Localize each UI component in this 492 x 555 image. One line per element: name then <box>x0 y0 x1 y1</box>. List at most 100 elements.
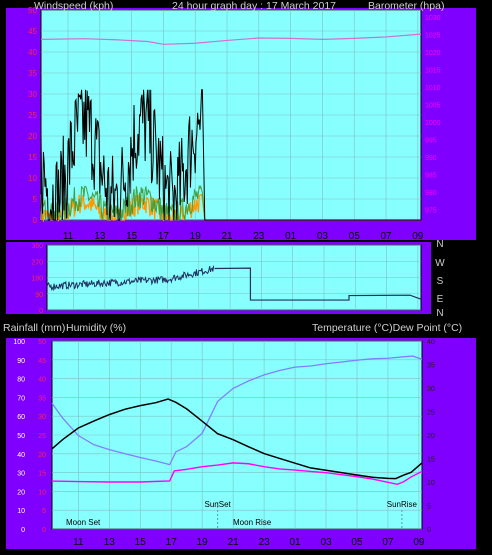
windspeed-tick-label: 20 <box>28 132 37 141</box>
temperature-x-tick-label: 21 <box>228 537 240 548</box>
humidity-tick-label: 10 <box>17 508 25 515</box>
sunset-label: SunSet <box>205 500 232 509</box>
humidity-tick-label: 100 <box>13 339 25 346</box>
rainfall-tick-label: 5 <box>42 508 46 515</box>
barometer-line <box>40 33 422 45</box>
compass-label-n: N <box>436 239 443 250</box>
temperature-tick-label: 5 <box>427 504 431 511</box>
wind-x-tick-label: 13 <box>94 231 106 242</box>
humidity-axis-ticks: 0 10 20 30 40 50 60 70 80 90 100 <box>13 339 25 534</box>
rainfall-tick-label: 50 <box>38 339 46 346</box>
temperature-axis-ticks: 0 5 10 15 20 25 30 35 40 <box>427 339 435 534</box>
humidity-tick-label: 0 <box>21 527 25 534</box>
humidity-tick-label: 70 <box>17 395 25 402</box>
wind-gridlines <box>41 9 421 221</box>
barometer-axis-title: Barometer (hpa) <box>368 0 444 12</box>
compass-label-e: E <box>437 294 444 305</box>
wind-x-tick-label: 07 <box>380 231 392 242</box>
windspeed-tick-label: 5 <box>33 195 38 204</box>
temperature-tick-label: 20 <box>427 433 435 440</box>
barometer-tick-label: 975 <box>425 208 437 215</box>
wind-x-axis-ticks: 11 13 15 17 19 21 23 01 03 05 07 09 <box>63 231 424 242</box>
barometer-tick-label: 1020 <box>425 50 441 57</box>
wind-x-tick-label: 09 <box>412 231 424 242</box>
barometer-axis-ticks: 975 980 985 990 995 1000 1005 1010 1015 1020 1025 1… <box>425 15 441 215</box>
temperature-x-tick-label: 03 <box>320 537 332 548</box>
humidity-tick-label: 60 <box>17 414 25 421</box>
wind-x-tick-label: 19 <box>190 231 202 242</box>
barometer-tick-label: 1030 <box>425 15 441 22</box>
windspeed-tick-label: 30 <box>28 90 37 99</box>
humidity-line <box>51 355 423 466</box>
direction-tick-label: 270 <box>31 259 43 266</box>
wind-gust-black-line <box>40 89 421 221</box>
windspeed-tick-label: 50 <box>28 6 37 15</box>
compass-label-w: W <box>435 258 445 269</box>
barometer-tick-label: 985 <box>425 173 437 180</box>
barometer-tick-label: 1015 <box>425 68 441 75</box>
humidity-axis-title: Humidity (%) <box>66 322 126 334</box>
barometer-tick-label: 1010 <box>425 85 441 92</box>
direction-noisy-line <box>46 265 215 292</box>
temperature-x-tick-label: 01 <box>289 537 301 548</box>
temperature-series <box>51 355 423 485</box>
rainfall-tick-label: 0 <box>42 527 46 534</box>
temperature-gridlines <box>52 340 422 530</box>
rainfall-tick-label: 20 <box>38 452 46 459</box>
wind-x-tick-label: 03 <box>317 231 329 242</box>
compass-label-s: S <box>437 276 444 287</box>
temperature-x-tick-label: 13 <box>104 537 116 548</box>
direction-tick-label: 360 <box>31 243 43 250</box>
direction-gridlines <box>47 244 421 311</box>
rainfall-tick-label: 40 <box>38 377 46 384</box>
humidity-tick-label: 50 <box>17 433 25 440</box>
moonset-label: Moon Set <box>66 518 101 527</box>
windspeed-tick-label: 35 <box>28 69 37 78</box>
temperature-x-tick-label: 09 <box>413 537 425 548</box>
rainfall-tick-label: 45 <box>38 358 46 365</box>
windspeed-axis-ticks: 0 5 10 15 20 25 30 35 40 45 50 <box>28 6 37 225</box>
rainfall-tick-label: 15 <box>38 471 46 478</box>
temperature-x-tick-label: 07 <box>382 537 394 548</box>
temperature-tick-label: 15 <box>427 457 435 464</box>
temperature-tick-label: 35 <box>427 363 435 370</box>
direction-series <box>46 265 422 301</box>
barometer-tick-label: 995 <box>425 138 437 145</box>
direction-tick-label: 180 <box>31 276 43 283</box>
direction-step-line <box>214 267 422 301</box>
wind-x-tick-label: 17 <box>158 231 170 242</box>
windspeed-tick-label: 40 <box>28 48 37 57</box>
rainfall-tick-label: 10 <box>38 489 46 496</box>
barometer-tick-label: 1005 <box>425 103 441 110</box>
windspeed-tick-label: 25 <box>28 111 37 120</box>
windspeed-tick-label: 0 <box>33 216 38 225</box>
temperature-x-tick-label: 19 <box>197 537 209 548</box>
rainfall-tick-label: 30 <box>38 414 46 421</box>
temperature-tick-label: 0 <box>427 527 431 534</box>
temperature-tick-label: 10 <box>427 480 435 487</box>
direction-axis-ticks: 0 90 180 270 360 <box>31 243 43 315</box>
barometer-tick-label: 1025 <box>425 33 441 40</box>
temperature-axis-title: Temperature (°C)Dew Point (°C) <box>312 322 462 334</box>
wind-x-tick-label: 15 <box>126 231 138 242</box>
rainfall-tick-label: 35 <box>38 395 46 402</box>
direction-tick-label: 0 <box>39 308 43 315</box>
barometer-tick-label: 980 <box>425 190 437 197</box>
rainfall-axis-title: Rainfall (mm) <box>3 322 65 334</box>
temperature-x-tick-label: 15 <box>135 537 147 548</box>
temperature-tick-label: 30 <box>427 386 435 393</box>
wind-series <box>40 33 422 223</box>
wind-x-tick-label: 23 <box>253 231 265 242</box>
windspeed-tick-label: 45 <box>28 27 37 36</box>
wind-x-tick-label: 21 <box>221 231 233 242</box>
astronomy-markers: Moon Set SunSet Moon Rise SunRise <box>66 500 418 529</box>
humidity-tick-label: 90 <box>17 358 25 365</box>
direction-tick-label: 90 <box>35 292 43 299</box>
wind-x-tick-label: 01 <box>285 231 297 242</box>
temperature-x-tick-label: 17 <box>166 537 178 548</box>
humidity-tick-label: 40 <box>17 452 25 459</box>
barometer-tick-label: 1000 <box>425 120 441 127</box>
rainfall-axis-ticks: 0 5 10 15 20 25 30 35 40 45 50 <box>38 339 46 534</box>
